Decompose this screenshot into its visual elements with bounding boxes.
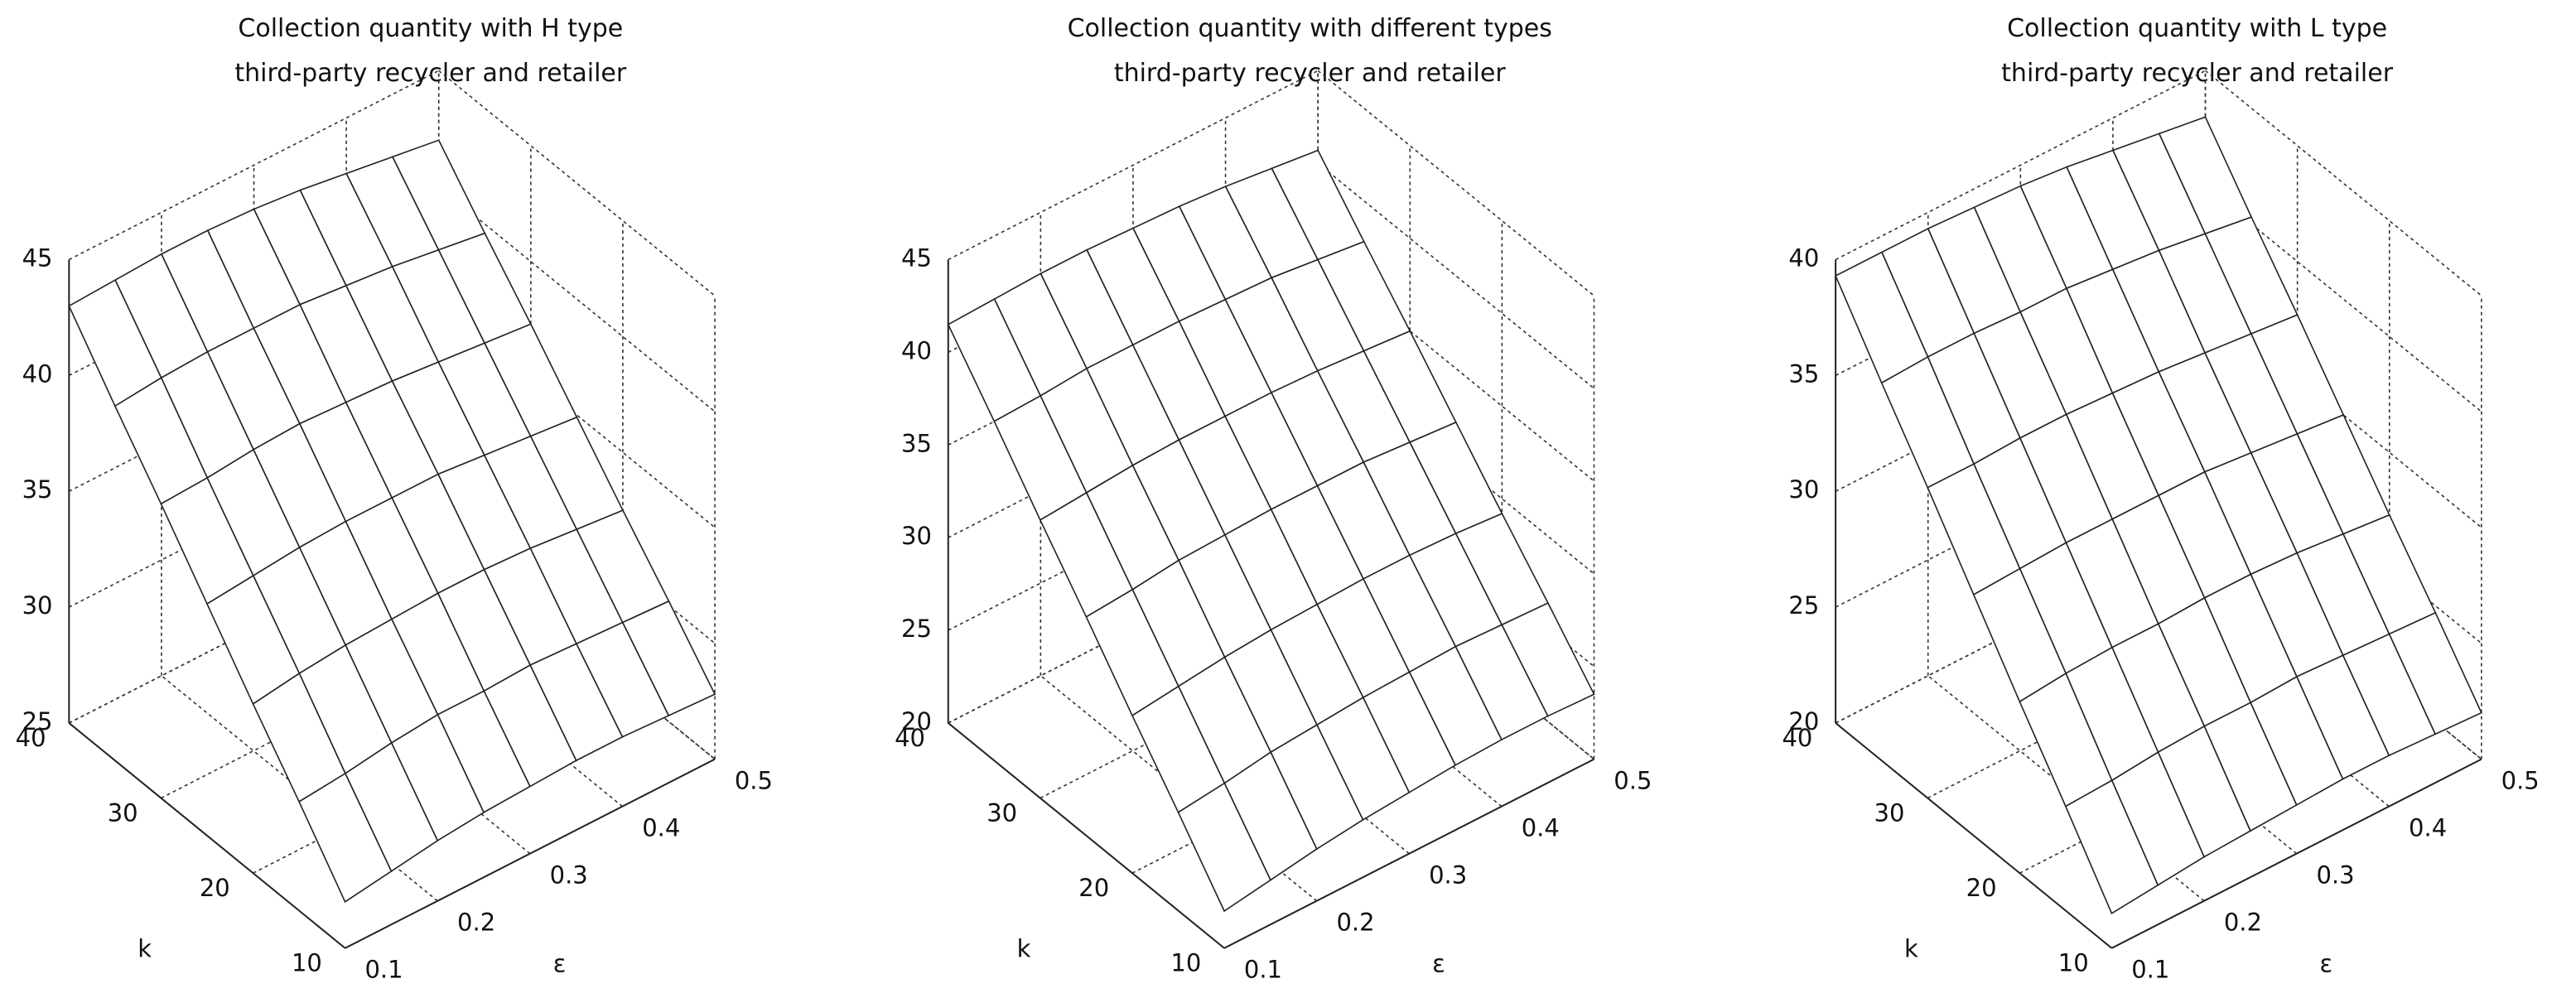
x-tick-label: 0.5 [1614, 766, 1652, 794]
y-tick-label: 20 [1078, 874, 1109, 902]
y-tick-label: 20 [1966, 874, 1997, 902]
y-tick-label: 30 [1874, 798, 1905, 827]
x-tick-label: 0.1 [2131, 956, 2169, 984]
chart-title: third-party recycler and retailer [234, 59, 627, 88]
y-tick-label: 40 [895, 724, 925, 752]
z-tick-label: 40 [1788, 244, 1819, 272]
z-tick-label: 25 [22, 707, 53, 735]
z-tick-label: 25 [1788, 591, 1819, 620]
x-tick-label: 0.2 [1336, 909, 1374, 937]
chart-title: third-party recycler and retailer [1114, 59, 1507, 88]
y-axis [1835, 722, 2113, 949]
x-tick-label: 0.2 [2224, 909, 2262, 937]
chart: Collection quantity with H type third-par… [16, 14, 773, 983]
y-axis-label: k [1904, 935, 1918, 963]
x-tick-label: 0.2 [457, 909, 495, 937]
chart: Collection quantity with different types… [895, 14, 1652, 983]
z-tick-label: 45 [22, 244, 53, 272]
y-tick-label: 30 [987, 798, 1017, 827]
y-tick-label: 40 [1782, 724, 1812, 752]
chart-title: third-party recycler and retailer [2001, 59, 2394, 88]
z-tick-label: 35 [901, 429, 932, 457]
x-axis-label: ε [553, 950, 567, 978]
z-tick-label: 35 [22, 475, 53, 504]
x-tick-label: 0.4 [642, 813, 680, 841]
z-tick-label: 30 [901, 522, 932, 550]
chart-title: Collection quantity with H type [238, 14, 623, 43]
z-tick-label: 45 [901, 244, 932, 272]
y-tick-label: 10 [1170, 949, 1201, 977]
x-tick-label: 0.4 [2409, 813, 2447, 841]
surface-cell [2064, 779, 2159, 914]
y-tick-label: 20 [200, 874, 230, 902]
z-tick-label: 20 [901, 707, 932, 735]
grid-line [948, 70, 1319, 261]
y-tick-label: 10 [2058, 949, 2089, 977]
x-axis [2110, 758, 2482, 949]
grid-line [1835, 70, 2206, 261]
x-tick-label: 0.4 [1522, 813, 1560, 841]
y-axis [68, 722, 346, 949]
z-tick-label: 30 [1788, 475, 1819, 504]
chart: Collection quantity with L type third-par… [1782, 14, 2539, 983]
surface-cell [1177, 782, 1271, 913]
y-tick-label: 30 [108, 798, 138, 827]
x-axis [345, 758, 716, 949]
z-tick-label: 25 [901, 615, 932, 643]
y-axis [948, 722, 1225, 949]
y-tick-label: 10 [292, 949, 322, 977]
z-tick-label: 40 [901, 336, 932, 364]
x-tick-label: 0.1 [1244, 956, 1282, 984]
surface-cell [298, 772, 393, 904]
z-tick-label: 30 [22, 591, 53, 620]
chart-title: Collection quantity with L type [2007, 14, 2387, 43]
x-axis-label: ε [1432, 950, 1445, 978]
x-tick-label: 0.3 [550, 861, 588, 889]
z-tick-label: 40 [22, 359, 53, 388]
x-tick-label: 0.5 [735, 766, 773, 794]
x-tick-label: 0.3 [1429, 861, 1467, 889]
chart-title: Collection quantity with different types [1068, 14, 1552, 43]
z-tick-label: 20 [1788, 707, 1819, 735]
grid-line [68, 70, 440, 261]
y-axis-label: k [137, 935, 152, 963]
y-tick-label: 40 [16, 724, 46, 752]
x-axis [1223, 758, 1594, 949]
z-tick-label: 35 [1788, 359, 1819, 388]
x-tick-label: 0.5 [2501, 766, 2540, 794]
x-tick-label: 0.3 [2316, 861, 2354, 889]
x-tick-label: 0.1 [364, 956, 403, 984]
x-axis-label: ε [2320, 950, 2333, 978]
y-axis-label: k [1017, 935, 1031, 963]
